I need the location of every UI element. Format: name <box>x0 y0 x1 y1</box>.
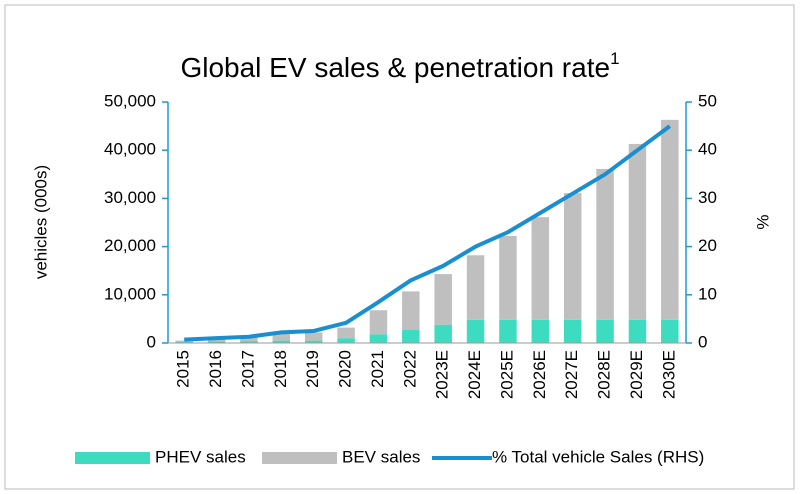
bar <box>596 168 614 320</box>
x-tick-label: 2016 <box>206 350 225 388</box>
y-tick-label: 40,000 <box>104 140 156 159</box>
x-tick-label: 2017 <box>238 350 257 388</box>
bar <box>531 217 550 320</box>
bar <box>304 340 323 343</box>
bar <box>207 339 226 342</box>
legend-swatch <box>262 452 337 464</box>
legend-label: % Total vehicle Sales (RHS) <box>492 447 704 466</box>
y-tick-label: 20,000 <box>104 236 156 255</box>
bar <box>240 337 258 342</box>
bar <box>434 324 452 343</box>
bar <box>175 340 193 343</box>
bar <box>628 319 647 343</box>
bar <box>661 119 679 320</box>
y-axis-label: vehicles (000s) <box>31 165 50 279</box>
x-tick-label: 2018 <box>271 350 290 388</box>
chart-title: Global EV sales & penetration rate1 <box>180 49 619 83</box>
bar <box>499 319 517 343</box>
x-tick-label: 2029E <box>627 350 646 399</box>
bar <box>661 319 679 343</box>
bar <box>272 333 291 341</box>
bar <box>596 319 614 343</box>
x-tick-label: 2026E <box>530 350 549 399</box>
y2-axis-label: % <box>753 214 772 229</box>
bar <box>434 274 452 325</box>
y2-tick-label: 40 <box>698 140 717 159</box>
y2-tick-label: 30 <box>698 188 717 207</box>
bar <box>337 327 355 339</box>
y2-tick-label: 0 <box>698 332 707 351</box>
bar <box>499 235 517 320</box>
x-tick-label: 2022 <box>400 350 419 388</box>
x-tick-label: 2024E <box>465 350 484 399</box>
y-tick-label: 0 <box>147 332 156 351</box>
bar <box>369 310 388 335</box>
bar <box>272 340 291 343</box>
bar <box>563 193 582 320</box>
bar <box>337 338 355 343</box>
line-series <box>184 124 672 342</box>
x-tick-label: 2027E <box>562 350 581 399</box>
bar <box>240 341 258 343</box>
bar <box>466 255 485 320</box>
bar <box>402 329 420 343</box>
y2-tick-label: 50 <box>698 91 717 110</box>
y2-tick-label: 20 <box>698 236 717 255</box>
y-tick-label: 30,000 <box>104 188 156 207</box>
y2-tick-label: 10 <box>698 284 717 303</box>
bar <box>628 143 647 320</box>
bar <box>402 291 420 330</box>
x-tick-label: 2020 <box>336 350 355 388</box>
bar <box>369 334 388 343</box>
bar <box>466 319 485 343</box>
title-footnote: 1 <box>610 49 619 68</box>
legend-label: PHEV sales <box>155 447 246 466</box>
y-tick-label: 50,000 <box>104 91 156 110</box>
bar <box>207 341 226 343</box>
y-tick-label: 10,000 <box>104 284 156 303</box>
legend-label: BEV sales <box>342 447 420 466</box>
x-tick-label: 2021 <box>368 350 387 388</box>
x-tick-label: 2025E <box>497 350 516 399</box>
bar <box>563 319 582 343</box>
x-tick-label: 2028E <box>595 350 614 399</box>
bar <box>531 319 550 343</box>
bar <box>304 332 323 341</box>
title-text: Global EV sales & penetration rate <box>180 52 610 83</box>
legend-swatch <box>75 452 150 464</box>
x-tick-label: 2030E <box>659 350 678 399</box>
x-tick-label: 2023E <box>433 350 452 399</box>
x-tick-label: 2019 <box>303 350 322 388</box>
x-tick-label: 2015 <box>174 350 193 388</box>
